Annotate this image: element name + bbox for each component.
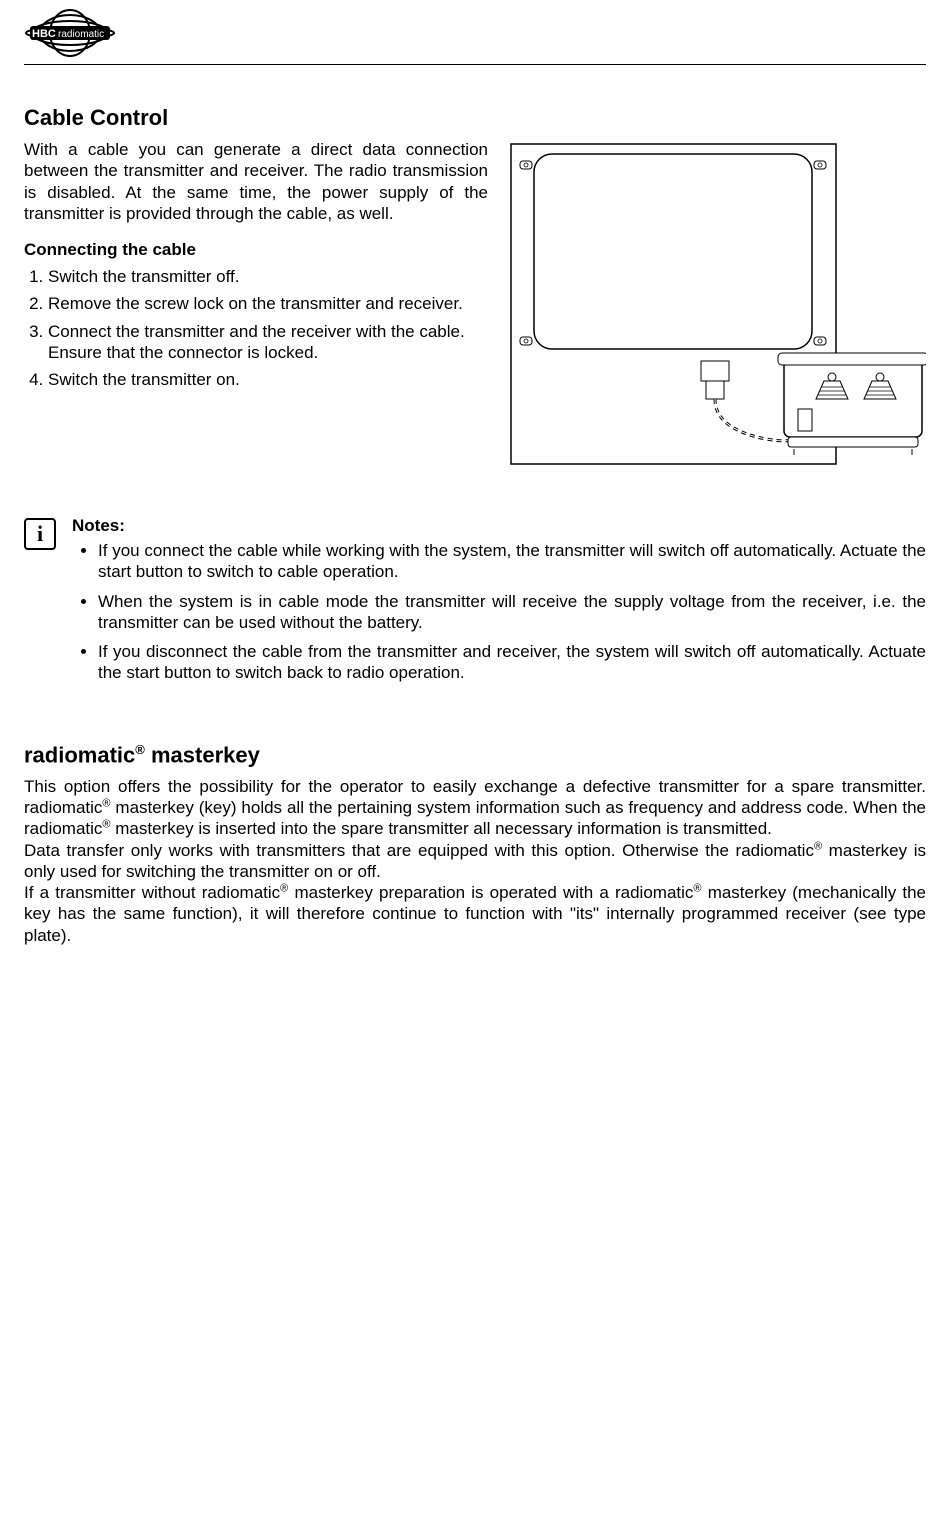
note-item: If you disconnect the cable from the tra…	[98, 641, 926, 684]
masterkey-para2: Data transfer only works with transmitte…	[24, 841, 926, 881]
info-icon: i	[24, 518, 56, 550]
note-item: When the system is in cable mode the tra…	[98, 591, 926, 634]
brand-logo-icon: HBC radiomatic	[24, 8, 134, 58]
step-item: Switch the transmitter on.	[48, 369, 488, 390]
brand-text: radiomatic	[58, 29, 104, 40]
masterkey-para1: This option offers the possibility for t…	[24, 777, 926, 839]
masterkey-title: radiomatic® masterkey	[24, 742, 926, 768]
connecting-heading: Connecting the cable	[24, 240, 488, 260]
connecting-steps-list: Switch the transmitter off. Remove the s…	[24, 266, 488, 390]
registered-mark: ®	[135, 742, 145, 757]
note-item: If you connect the cable while working w…	[98, 540, 926, 583]
masterkey-body: This option offers the possibility for t…	[24, 776, 926, 946]
svg-text:HBC: HBC	[32, 28, 56, 40]
notes-label: Notes:	[72, 516, 926, 536]
masterkey-title-pre: radiomatic	[24, 742, 135, 767]
step-item: Remove the screw lock on the transmitter…	[48, 293, 488, 314]
step-item: Switch the transmitter off.	[48, 266, 488, 287]
notes-list: If you connect the cable while working w…	[72, 540, 926, 684]
cable-diagram	[506, 139, 926, 474]
cable-control-intro: With a cable you can generate a direct d…	[24, 139, 488, 224]
step-item: Connect the transmitter and the receiver…	[48, 321, 488, 364]
masterkey-title-post: masterkey	[145, 742, 260, 767]
logo-header: HBC radiomatic	[24, 8, 926, 65]
masterkey-para3: If a transmitter without radiomatic® mas…	[24, 883, 926, 945]
cable-control-title: Cable Control	[24, 105, 926, 131]
